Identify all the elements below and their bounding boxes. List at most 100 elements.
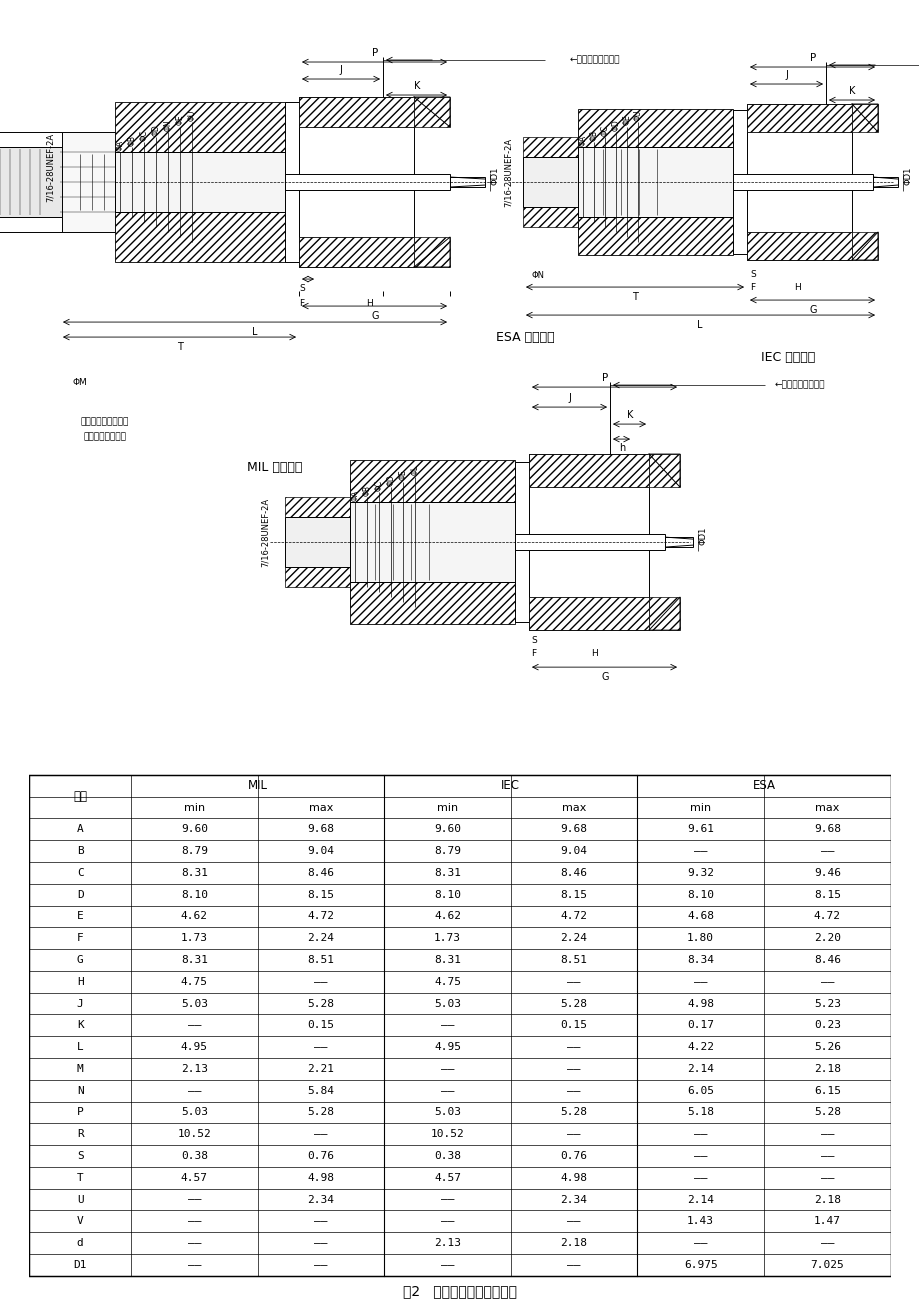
Text: K: K (848, 86, 855, 96)
Bar (115, 212, 285, 262)
Text: D1: D1 (74, 1260, 87, 1269)
Text: J: J (339, 65, 342, 76)
Text: ——: —— (820, 1151, 834, 1161)
Text: ——: —— (187, 1194, 201, 1204)
Bar (0, 217, 62, 232)
Text: ΦC: ΦC (600, 125, 608, 135)
Text: 7/16-28UNEF-2A: 7/16-28UNEF-2A (260, 497, 269, 566)
Text: S: S (749, 270, 754, 279)
Text: G: G (601, 672, 608, 682)
Text: ——: —— (440, 1064, 454, 1074)
Text: ←电气和机械基准面: ←电气和机械基准面 (570, 56, 619, 65)
Bar (414, 98, 449, 128)
Text: 9.60: 9.60 (434, 824, 460, 835)
Text: 0.15: 0.15 (307, 1021, 335, 1030)
Text: 7.025: 7.025 (810, 1260, 844, 1269)
Text: ΦD1: ΦD1 (698, 527, 707, 546)
Bar (746, 104, 851, 260)
Text: 8.79: 8.79 (181, 846, 208, 857)
Text: ——: —— (313, 1260, 327, 1269)
Text: 0.76: 0.76 (307, 1151, 335, 1161)
Text: E: E (77, 911, 84, 922)
Text: ——: —— (187, 1086, 201, 1096)
Text: min: min (689, 802, 710, 812)
Text: 9.04: 9.04 (307, 846, 335, 857)
Text: K: K (77, 1021, 84, 1030)
Polygon shape (648, 454, 679, 487)
Bar (349, 582, 515, 624)
Text: 4.98: 4.98 (307, 1173, 335, 1182)
Text: max: max (814, 802, 838, 812)
Text: ΦU: ΦU (633, 109, 641, 121)
Text: J: J (568, 393, 571, 404)
Text: 9.32: 9.32 (686, 868, 713, 878)
Text: F: F (77, 934, 84, 943)
Bar (528, 454, 648, 487)
Text: 4.22: 4.22 (686, 1042, 713, 1052)
Text: 9.68: 9.68 (307, 824, 335, 835)
Text: C: C (77, 868, 84, 878)
Text: 8.51: 8.51 (307, 954, 335, 965)
Bar (349, 460, 515, 503)
Text: G: G (77, 954, 84, 965)
Text: ΦD: ΦD (386, 474, 395, 486)
Text: V: V (77, 1216, 84, 1226)
Text: 1.73: 1.73 (181, 934, 208, 943)
Text: ΦB: ΦB (589, 129, 598, 141)
Text: ——: —— (313, 1216, 327, 1226)
Text: 开槽和收口要满足电: 开槽和收口要满足电 (81, 418, 129, 427)
Text: min: min (437, 802, 458, 812)
Text: ΦN: ΦN (164, 120, 173, 130)
Bar (60, 132, 115, 232)
Text: 4.57: 4.57 (434, 1173, 460, 1182)
Text: 0.23: 0.23 (813, 1021, 840, 1030)
Text: ——: —— (820, 1238, 834, 1249)
Bar (577, 109, 732, 147)
Text: 8.31: 8.31 (434, 868, 460, 878)
Text: ——: —— (693, 976, 707, 987)
Polygon shape (851, 232, 877, 260)
Text: 0.38: 0.38 (434, 1151, 460, 1161)
Text: 4.75: 4.75 (181, 976, 208, 987)
Text: 6.05: 6.05 (686, 1086, 713, 1096)
Text: 5.28: 5.28 (307, 1108, 335, 1117)
Bar (285, 517, 349, 568)
Text: 8.51: 8.51 (560, 954, 587, 965)
Text: 0.17: 0.17 (686, 1021, 713, 1030)
Text: 5.23: 5.23 (813, 999, 840, 1009)
Text: 8.15: 8.15 (307, 889, 335, 900)
Text: 8.10: 8.10 (181, 889, 208, 900)
Text: 2.13: 2.13 (181, 1064, 208, 1074)
Text: ESA 标准界面: ESA 标准界面 (495, 331, 554, 344)
Polygon shape (851, 104, 877, 132)
Text: ——: —— (567, 1129, 580, 1139)
Text: ΦE: ΦE (398, 470, 407, 480)
Text: 1.73: 1.73 (434, 934, 460, 943)
Text: 8.31: 8.31 (434, 954, 460, 965)
Bar (299, 98, 414, 267)
Text: 4.72: 4.72 (813, 911, 840, 922)
Text: 8.31: 8.31 (181, 954, 208, 965)
Text: T: T (176, 342, 183, 352)
Text: 8.10: 8.10 (434, 889, 460, 900)
Text: 10.52: 10.52 (430, 1129, 464, 1139)
Text: P: P (371, 48, 378, 59)
Text: ΦB: ΦB (362, 484, 371, 496)
Text: 5.28: 5.28 (560, 999, 587, 1009)
Text: P: P (809, 53, 815, 62)
Text: ΦM: ΦM (73, 378, 87, 387)
Text: D: D (77, 889, 84, 900)
Bar (851, 104, 877, 132)
Text: 8.46: 8.46 (560, 868, 587, 878)
Text: L: L (77, 1042, 84, 1052)
Text: L: L (697, 320, 702, 331)
Text: ——: —— (440, 1216, 454, 1226)
Text: IEC: IEC (501, 779, 520, 792)
Bar (515, 462, 528, 622)
Text: 2.34: 2.34 (560, 1194, 587, 1204)
Text: 5.03: 5.03 (181, 999, 208, 1009)
Text: ΦD1: ΦD1 (490, 167, 499, 185)
Text: MIL 标准界面: MIL 标准界面 (247, 461, 302, 474)
Text: K: K (626, 410, 632, 421)
Text: 8.15: 8.15 (560, 889, 587, 900)
